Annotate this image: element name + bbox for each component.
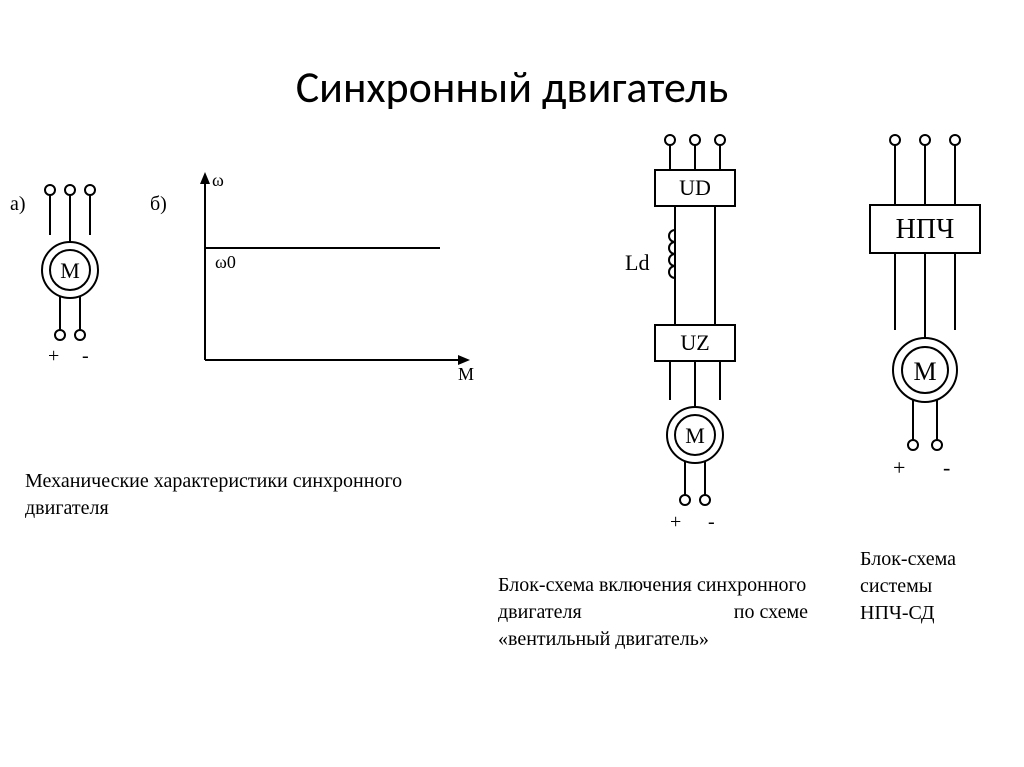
motor-letter-c: M <box>685 423 705 448</box>
caption-center-line3: «вентильный двигатель» <box>498 626 828 653</box>
caption-center-line1: Блок-схема включения синхронного <box>498 572 828 599</box>
ld-label: Ld <box>625 250 649 275</box>
caption-right-l3: НПЧ-СД <box>860 600 1010 627</box>
panel-a-b: а) M + - б) <box>10 170 490 400</box>
plus-c: + <box>670 511 681 533</box>
caption-center-l2a: двигателя <box>498 599 582 626</box>
npch-block-label: НПЧ <box>896 214 955 245</box>
ud-block-label: UD <box>679 175 711 200</box>
caption-center-l2b: по схеме <box>734 599 808 626</box>
omega0-label: ω0 <box>215 252 236 272</box>
motor-letter-d: M <box>913 357 936 386</box>
y-axis-label: ω <box>212 170 224 190</box>
x-axis-label: M <box>458 364 474 384</box>
caption-right-l1: Блок-схема <box>860 546 1010 573</box>
motor-symbol-a: M + - <box>42 185 98 367</box>
panel-c: UD Ld UZ M + - <box>600 130 780 550</box>
caption-left: Механические характеристики синхронного … <box>25 468 445 522</box>
motor-letter-a: M <box>60 258 80 283</box>
caption-center-line2: двигателя по схеме <box>498 599 808 626</box>
uz-block-label: UZ <box>680 330 709 355</box>
plus-d: + <box>893 455 905 480</box>
page-title: Синхронный двигатель <box>0 60 1024 114</box>
label-a: а) <box>10 193 26 215</box>
minus-d: - <box>943 455 950 480</box>
mech-characteristic-graph: ω M ω0 <box>200 170 474 384</box>
label-b: б) <box>150 193 167 215</box>
minus-a: - <box>82 345 89 367</box>
panel-d: НПЧ M + - <box>845 130 1015 510</box>
caption-right-l2: системы <box>860 573 1010 600</box>
plus-a: + <box>48 345 59 367</box>
caption-center: Блок-схема включения синхронного двигате… <box>498 572 828 653</box>
caption-right: Блок-схема системы НПЧ-СД <box>860 546 1010 627</box>
minus-c: - <box>708 511 715 533</box>
